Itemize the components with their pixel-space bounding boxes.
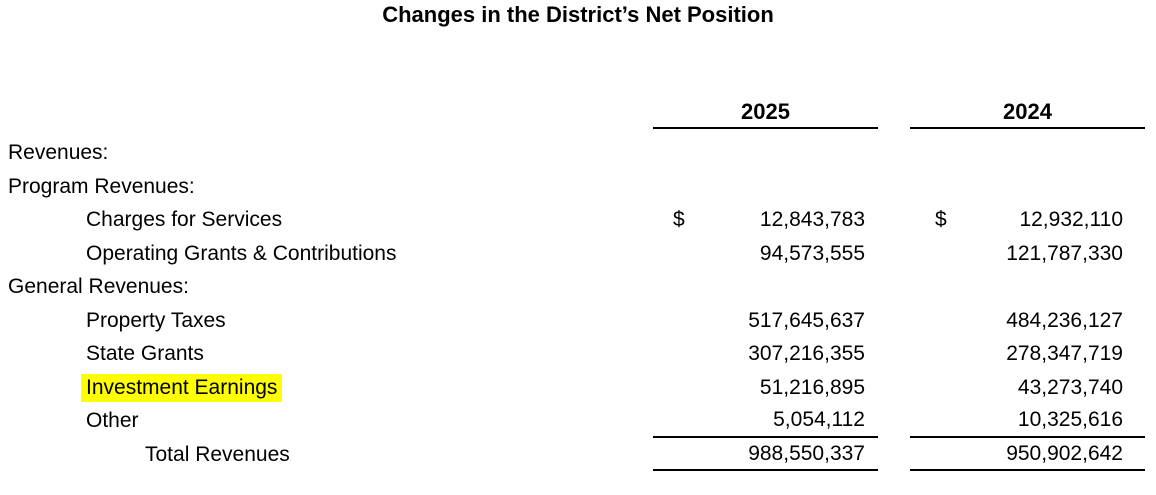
amount-value: 988,550,337: [748, 441, 865, 465]
amount-value: 517,645,637: [748, 308, 865, 332]
row-label-text: State Grants: [86, 342, 204, 365]
amount-2025: [653, 170, 878, 204]
amount-2024: 278,347,719: [910, 337, 1145, 371]
row-label-text: Total Revenues: [145, 442, 290, 466]
amount-2024: 10,325,616: [910, 404, 1145, 438]
amount-2024: 43,273,740: [910, 371, 1145, 405]
amount-2025: 5,054,112: [653, 404, 878, 438]
column-gap: [878, 438, 910, 472]
amount-2024: 484,236,127: [910, 304, 1145, 338]
dollar-sign: $: [935, 208, 947, 231]
row-label: Operating Grants & Contributions: [0, 237, 653, 271]
amount-2025: 988,550,337: [653, 438, 878, 471]
column-gap: [878, 371, 910, 405]
row-label-text: Operating Grants & Contributions: [86, 241, 397, 265]
column-gap: [878, 136, 910, 170]
amount-2025: $12,843,783: [653, 203, 878, 237]
amount-2024: [910, 170, 1145, 204]
amount-2025: 517,645,637: [653, 304, 878, 338]
amount-value: 278,347,719: [1006, 342, 1123, 365]
table-row-charges-for-services: Charges for Services $12,843,783 $12,932…: [0, 203, 1156, 237]
table-row-other: Other 5,054,112 10,325,616: [0, 404, 1156, 438]
column-gap: [878, 170, 910, 204]
column-gap: [878, 237, 910, 271]
column-header-2024: 2024: [910, 97, 1145, 129]
column-gap: [878, 404, 910, 438]
row-label-text: Property Taxes: [86, 308, 226, 332]
amount-value: 43,273,740: [1017, 375, 1123, 399]
row-label: General Revenues:: [0, 270, 653, 304]
amount-2025: 307,216,355: [653, 337, 878, 371]
row-label: Charges for Services: [0, 203, 653, 237]
row-label: State Grants: [0, 337, 653, 371]
column-gap: [878, 203, 910, 237]
row-label: Other: [0, 404, 653, 438]
amount-2024: [910, 136, 1145, 170]
amount-value: 121,787,330: [1006, 241, 1123, 265]
table-row-revenues-section: Revenues:: [0, 136, 1156, 170]
row-label: Investment Earnings: [0, 371, 653, 405]
column-gap: [878, 337, 910, 371]
table-row-program-revenues-section: Program Revenues:: [0, 170, 1156, 204]
amount-value: 12,843,783: [759, 208, 865, 231]
amount-2024: 121,787,330: [910, 237, 1145, 271]
row-label-text: Program Revenues:: [8, 174, 195, 198]
table-body: Revenues: Program Revenues: Charges for …: [0, 136, 1156, 471]
amount-value: 484,236,127: [1006, 308, 1123, 332]
amount-2025: 94,573,555: [653, 237, 878, 271]
table-row-general-revenues-section: General Revenues:: [0, 270, 1156, 304]
amount-2025: 51,216,895: [653, 371, 878, 405]
row-label-text: General Revenues:: [8, 275, 189, 298]
table-row-total-revenues: Total Revenues 988,550,337 950,902,642: [0, 438, 1156, 472]
row-label-text: Charges for Services: [86, 208, 283, 231]
row-label-text: Revenues:: [8, 141, 109, 164]
header-label-spacer: [0, 97, 653, 129]
table-row-property-taxes: Property Taxes 517,645,637 484,236,127: [0, 304, 1156, 338]
highlighted-row-label-text: Investment Earnings: [81, 373, 283, 402]
amount-value: 10,325,616: [1017, 408, 1123, 431]
row-label-text: Other: [86, 409, 139, 432]
amount-value: 950,902,642: [1006, 441, 1123, 465]
column-gap: [878, 97, 910, 129]
row-label: Property Taxes: [0, 304, 653, 338]
amount-2024: 950,902,642: [910, 438, 1145, 471]
amount-value: 12,932,110: [1019, 208, 1123, 231]
amount-value: 51,216,895: [759, 375, 865, 399]
amount-2024: $12,932,110: [910, 203, 1145, 237]
table-row-investment-earnings: Investment Earnings 51,216,895 43,273,74…: [0, 371, 1156, 405]
amount-value: 307,216,355: [748, 342, 865, 365]
column-gap: [878, 270, 910, 304]
row-label: Revenues:: [0, 136, 653, 170]
amount-2024: [910, 270, 1145, 304]
table-header-row: 2025 2024: [0, 97, 1156, 129]
table-row-operating-grants: Operating Grants & Contributions 94,573,…: [0, 237, 1156, 271]
table-row-state-grants: State Grants 307,216,355 278,347,719: [0, 337, 1156, 371]
dollar-sign: $: [673, 208, 685, 231]
column-gap: [878, 304, 910, 338]
page-title: Changes in the District’s Net Position: [382, 2, 774, 27]
row-label: Program Revenues:: [0, 170, 653, 204]
amount-value: 94,573,555: [759, 241, 865, 265]
amount-value: 5,054,112: [773, 408, 865, 431]
column-header-2025: 2025: [653, 97, 878, 129]
amount-2025: [653, 270, 878, 304]
amount-2025: [653, 136, 878, 170]
row-label: Total Revenues: [0, 438, 653, 472]
